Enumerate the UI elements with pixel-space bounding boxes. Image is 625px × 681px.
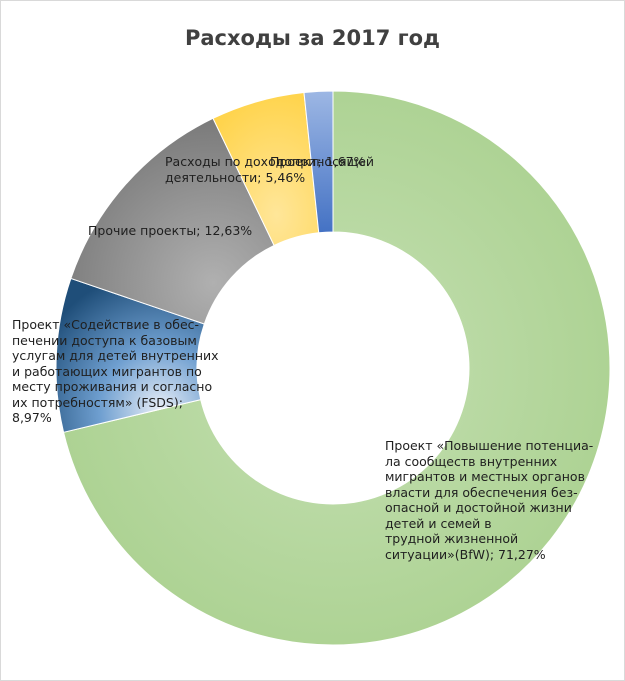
label-project: Проект; 1,67% <box>270 154 366 169</box>
chart-title: Расходы за 2017 год <box>184 26 441 50</box>
label-income-activity: Расходы по доходоприносящей деятельности… <box>165 154 375 185</box>
slice-bfw <box>62 90 611 646</box>
label-fsds: Проект «Содействие в обес- печении досту… <box>12 317 219 425</box>
label-bfw: Проект «Повышение потенциа- ла сообществ… <box>385 438 594 562</box>
label-other-projects: Прочие проекты; 12,63% <box>88 223 253 238</box>
slice-project <box>303 90 334 234</box>
